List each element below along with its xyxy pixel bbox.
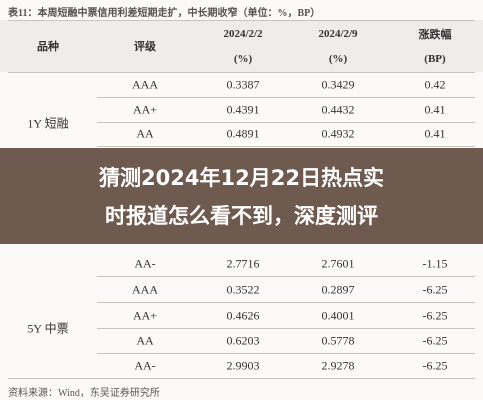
group-label: 5Y 中票 xyxy=(27,321,69,336)
table-cell: AAA xyxy=(132,77,158,92)
header-unit: (BP) xyxy=(424,53,446,65)
table-cell: 0.42 xyxy=(424,77,446,92)
row-rule xyxy=(97,328,475,329)
table-cell: 0.3429 xyxy=(321,77,355,92)
table-cell: -1.15 xyxy=(422,256,448,271)
table-cell: 0.4626 xyxy=(226,308,260,323)
table-cell: AA+ xyxy=(132,102,158,117)
table-cell: -6.25 xyxy=(422,308,448,323)
banner-line: 时报道怎么看不到，深度测评 xyxy=(105,204,378,228)
table-cell: -6.25 xyxy=(422,358,448,373)
table-cell: AA- xyxy=(134,358,156,373)
header-cell: 品种 xyxy=(37,41,59,53)
table-cell: AAA xyxy=(132,282,158,297)
row-rule xyxy=(97,302,475,303)
row-rule xyxy=(97,353,475,354)
table-cell: 0.6203 xyxy=(226,333,260,348)
row-rule xyxy=(97,146,475,147)
header-cell: 2024/2/2 xyxy=(223,28,263,40)
table-cell: 2.9903 xyxy=(226,358,260,373)
table-cell: 0.4391 xyxy=(226,102,260,117)
header-cell: 涨跌幅 xyxy=(418,29,452,41)
banner-line: 猜测2024年12月22日热点实 xyxy=(99,166,384,190)
row-rule xyxy=(97,122,475,123)
rule xyxy=(8,20,475,21)
table-cell: 0.3387 xyxy=(226,77,260,92)
table-cell: 2.7601 xyxy=(321,256,355,271)
banner: 猜测2024年12月22日热点实 时报道怎么看不到，深度测评 xyxy=(0,148,483,244)
table-cell: -6.25 xyxy=(422,333,448,348)
table-cell: AA xyxy=(136,126,154,141)
table-cell: 0.4891 xyxy=(226,126,260,141)
table-cell: 0.41 xyxy=(424,102,446,117)
row-rule xyxy=(97,97,475,98)
table-cell: 0.2897 xyxy=(321,282,355,297)
header-unit: (%) xyxy=(328,53,348,65)
header-unit: (%) xyxy=(233,53,253,65)
row-rule xyxy=(97,276,475,277)
group-label: 1Y 短融 xyxy=(27,116,69,131)
header-cell: 2024/2/9 xyxy=(318,28,358,40)
rule xyxy=(8,378,475,379)
table-cell: 2.7716 xyxy=(226,256,260,271)
header-bg xyxy=(0,20,483,72)
table-cell: 0.3522 xyxy=(226,282,260,297)
table-cell: AA+ xyxy=(132,308,158,323)
table-cell: 0.4001 xyxy=(321,308,355,323)
table-cell: 0.4432 xyxy=(321,102,355,117)
table-title: 表11：本周短融中票信用利差短期走扩，中长期收窄（单位：%，BP） xyxy=(8,8,321,19)
table-cell: 0.5778 xyxy=(321,333,355,348)
table-cell: 0.4932 xyxy=(321,126,355,141)
table-cell: AA xyxy=(136,333,154,348)
table-cell: 0.41 xyxy=(424,126,446,141)
table-cell: AA- xyxy=(134,256,156,271)
table-cell: 2.9278 xyxy=(321,358,355,373)
header-cell: 评级 xyxy=(134,41,156,53)
table-cell: -6.25 xyxy=(422,282,448,297)
rule xyxy=(8,72,475,73)
source: 资料来源：Wind，东吴证券研究所 xyxy=(8,388,160,399)
